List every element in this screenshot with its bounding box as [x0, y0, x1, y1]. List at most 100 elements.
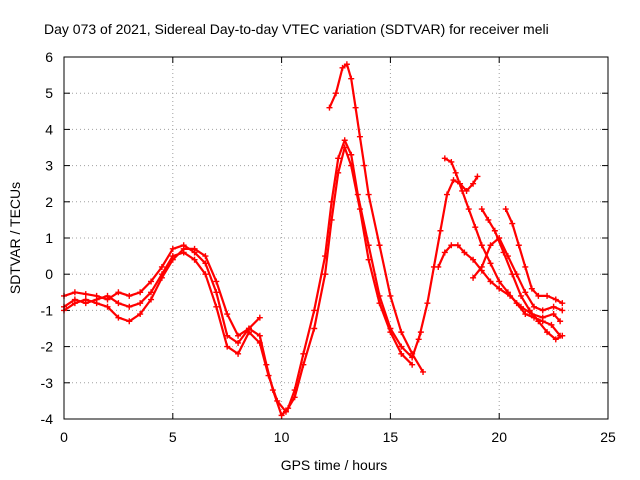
data-point	[409, 350, 416, 357]
data-point	[115, 314, 122, 321]
data-point	[256, 314, 263, 321]
data-point	[507, 292, 514, 299]
data-point	[557, 318, 564, 325]
data-point	[235, 339, 242, 346]
data-point	[478, 263, 485, 270]
data-point	[158, 263, 165, 270]
data-point	[343, 61, 350, 68]
data-point	[180, 245, 187, 252]
data-point	[148, 278, 155, 285]
data-point	[509, 271, 516, 278]
series-line	[480, 207, 564, 341]
plot-frame	[63, 56, 609, 420]
data-point	[328, 216, 335, 223]
series-trace-j	[502, 206, 566, 307]
series-trace-c	[61, 245, 263, 339]
data-point	[361, 162, 368, 169]
x-tick-label: 15	[383, 429, 399, 445]
data-point	[387, 329, 394, 336]
data-point	[256, 332, 263, 339]
data-point	[450, 177, 457, 184]
data-point	[352, 104, 359, 111]
data-point	[448, 242, 455, 249]
data-point	[148, 296, 155, 303]
data-point	[148, 289, 155, 296]
data-point	[437, 227, 444, 234]
y-tick-label: -4	[41, 411, 54, 427]
data-point	[478, 206, 485, 213]
data-point	[472, 224, 479, 231]
data-point	[496, 278, 503, 285]
data-point	[348, 75, 355, 82]
y-tick-label: 4	[45, 121, 53, 137]
data-point	[387, 292, 394, 299]
data-point	[470, 180, 477, 187]
data-point	[539, 314, 546, 321]
data-point	[398, 343, 405, 350]
data-point	[365, 191, 372, 198]
data-point	[452, 169, 459, 176]
y-tick-label: 3	[45, 158, 53, 174]
data-point	[126, 318, 133, 325]
data-point	[341, 144, 348, 151]
data-point	[522, 311, 529, 318]
data-point	[459, 187, 466, 194]
data-point	[365, 256, 372, 263]
data-point	[341, 137, 348, 144]
y-axis-title: SDTVAR / TECUs	[7, 182, 23, 294]
data-point	[311, 307, 318, 314]
data-point	[256, 339, 263, 346]
data-point	[559, 300, 566, 307]
data-point	[548, 321, 555, 328]
data-point	[550, 311, 557, 318]
data-point	[487, 278, 494, 285]
x-axis-title: GPS time / hours	[281, 457, 388, 473]
data-point	[291, 394, 298, 401]
data-point	[71, 300, 78, 307]
series-line	[328, 63, 425, 373]
data-point	[487, 242, 494, 249]
data-point	[224, 343, 231, 350]
data-point	[496, 285, 503, 292]
data-point	[454, 242, 461, 249]
y-tick-label: 5	[45, 85, 53, 101]
data-point	[158, 274, 165, 281]
data-point	[71, 289, 78, 296]
x-tick-label: 25	[600, 429, 616, 445]
data-point	[169, 256, 176, 263]
data-point	[282, 408, 289, 415]
data-point	[559, 332, 566, 339]
data-point	[448, 158, 455, 165]
data-point	[435, 263, 442, 270]
data-point	[224, 311, 231, 318]
data-point	[376, 300, 383, 307]
y-tick-label: -2	[41, 339, 54, 355]
data-point	[552, 336, 559, 343]
data-point	[474, 173, 481, 180]
series-trace-b	[61, 144, 416, 415]
series-line	[62, 146, 414, 413]
y-tick-label: 0	[45, 266, 53, 282]
data-point	[202, 271, 209, 278]
data-point	[398, 350, 405, 357]
data-point	[235, 332, 242, 339]
data-traces	[61, 61, 566, 419]
data-point	[441, 249, 448, 256]
data-point	[104, 292, 111, 299]
data-point	[191, 256, 198, 263]
data-point	[522, 263, 529, 270]
data-point	[465, 206, 472, 213]
data-point	[82, 296, 89, 303]
data-point	[515, 242, 522, 249]
data-point	[333, 90, 339, 97]
data-point	[278, 412, 285, 419]
data-point	[522, 289, 529, 296]
data-point	[517, 292, 524, 299]
data-point	[356, 133, 363, 140]
data-point	[335, 155, 342, 162]
data-point	[300, 361, 307, 368]
data-point	[424, 300, 431, 307]
series-trace-d	[326, 61, 427, 375]
data-point	[356, 206, 363, 213]
